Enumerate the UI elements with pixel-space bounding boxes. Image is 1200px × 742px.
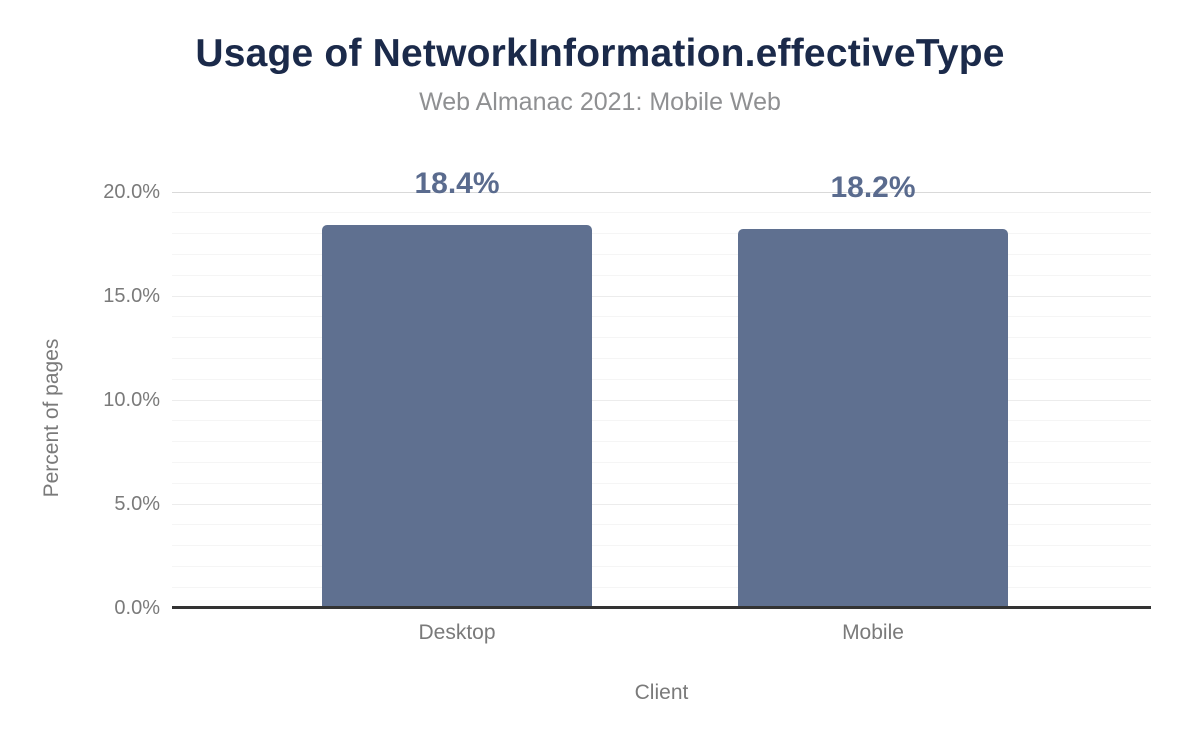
gridline bbox=[172, 461, 1151, 463]
y-tick-label: 20.0% bbox=[103, 181, 160, 203]
y-axis-title: Percent of pages bbox=[40, 338, 63, 498]
gridline bbox=[172, 233, 1151, 235]
plot-area: 18.4% 18.2% bbox=[172, 169, 1151, 609]
gridline bbox=[172, 295, 1151, 297]
x-axis-line bbox=[172, 606, 1151, 609]
gridline bbox=[172, 399, 1151, 401]
gridline bbox=[172, 253, 1151, 255]
gridline bbox=[172, 274, 1151, 276]
value-label-desktop: 18.4% bbox=[414, 167, 500, 201]
x-tick-label-desktop: Desktop bbox=[418, 621, 496, 644]
y-tick-label: 15.0% bbox=[103, 285, 160, 307]
bar-mobile bbox=[738, 229, 1008, 608]
gridline bbox=[172, 503, 1151, 505]
value-label-mobile: 18.2% bbox=[830, 171, 916, 205]
x-axis-title: Client bbox=[634, 681, 689, 704]
gridline bbox=[172, 191, 1151, 193]
gridline bbox=[172, 545, 1151, 547]
gridline bbox=[172, 586, 1151, 588]
gridline bbox=[172, 378, 1151, 380]
x-tick-label-mobile: Mobile bbox=[842, 621, 904, 644]
gridline bbox=[172, 337, 1151, 339]
bar-desktop bbox=[322, 225, 592, 608]
y-tick-label: 0.0% bbox=[114, 597, 160, 619]
gridline bbox=[172, 420, 1151, 422]
y-tick-label: 10.0% bbox=[103, 389, 160, 411]
y-tick-label: 5.0% bbox=[114, 493, 160, 515]
gridline bbox=[172, 212, 1151, 214]
gridline bbox=[172, 482, 1151, 484]
gridline bbox=[172, 524, 1151, 526]
gridline bbox=[172, 357, 1151, 359]
gridline bbox=[172, 565, 1151, 567]
chart-subtitle: Web Almanac 2021: Mobile Web bbox=[419, 88, 781, 116]
chart-title: Usage of NetworkInformation.effectiveTyp… bbox=[195, 32, 1005, 75]
gridline bbox=[172, 316, 1151, 318]
gridline bbox=[172, 441, 1151, 443]
